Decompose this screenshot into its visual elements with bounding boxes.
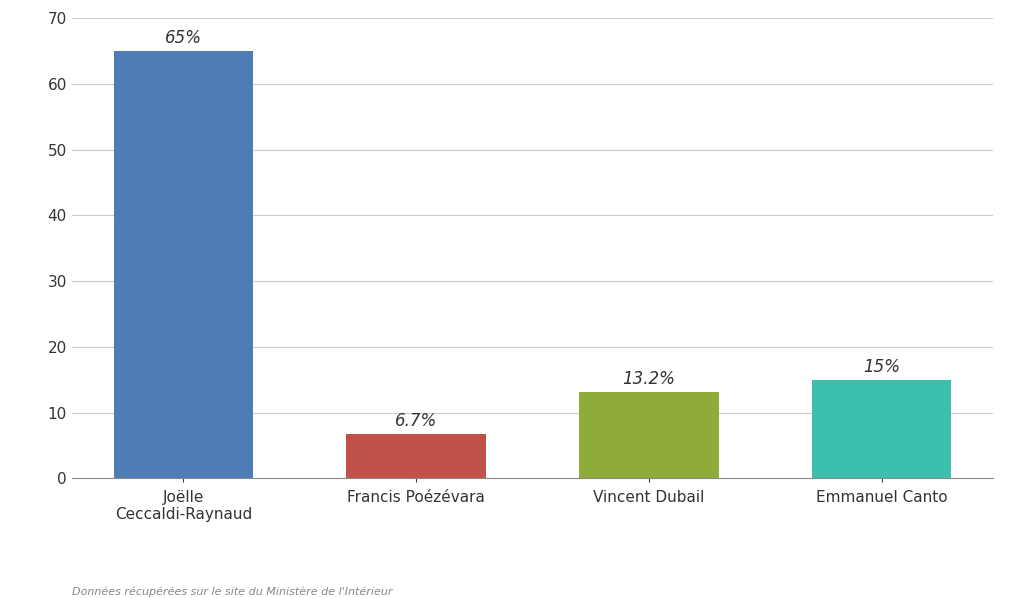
Text: 65%: 65% [165,29,202,47]
Bar [114,51,253,478]
Bar [346,434,486,478]
Bar [812,380,951,478]
Text: 15%: 15% [863,358,900,376]
Bar [579,392,719,478]
Text: 13.2%: 13.2% [623,370,675,388]
Text: Données récupérées sur le site du Ministère de l'Intérieur: Données récupérées sur le site du Minist… [72,587,392,597]
Text: 6.7%: 6.7% [395,413,437,431]
